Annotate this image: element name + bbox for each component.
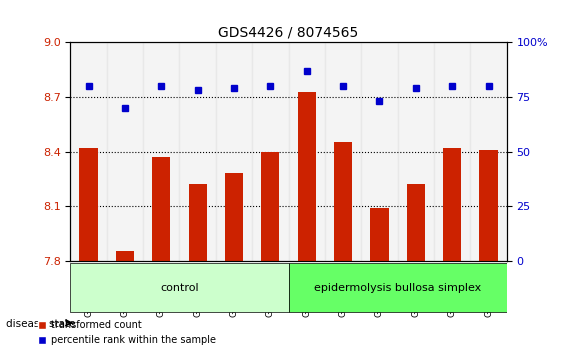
- Bar: [397, 42, 434, 261]
- Text: disease state: disease state: [6, 319, 75, 329]
- Bar: [480, 150, 498, 261]
- Bar: [70, 42, 107, 261]
- Text: control: control: [160, 283, 199, 293]
- Bar: [361, 42, 397, 261]
- Bar: [79, 148, 97, 261]
- Bar: [152, 157, 171, 261]
- Bar: [334, 142, 352, 261]
- Bar: [443, 148, 461, 261]
- Legend: transformed count, percentile rank within the sample: transformed count, percentile rank withi…: [33, 316, 220, 349]
- Bar: [252, 42, 288, 261]
- Bar: [434, 42, 470, 261]
- Text: epidermolysis bullosa simplex: epidermolysis bullosa simplex: [314, 283, 481, 293]
- Bar: [289, 42, 325, 261]
- Bar: [261, 152, 279, 261]
- Bar: [216, 42, 252, 261]
- Bar: [225, 173, 243, 261]
- Bar: [107, 42, 143, 261]
- Bar: [470, 42, 507, 261]
- Bar: [180, 42, 216, 261]
- Title: GDS4426 / 8074565: GDS4426 / 8074565: [218, 26, 359, 40]
- Bar: [143, 42, 180, 261]
- Bar: [116, 251, 134, 261]
- Bar: [406, 184, 425, 261]
- Bar: [370, 208, 388, 261]
- FancyBboxPatch shape: [289, 263, 507, 312]
- Bar: [325, 42, 361, 261]
- Bar: [189, 184, 207, 261]
- FancyBboxPatch shape: [70, 263, 289, 312]
- Bar: [298, 92, 316, 261]
